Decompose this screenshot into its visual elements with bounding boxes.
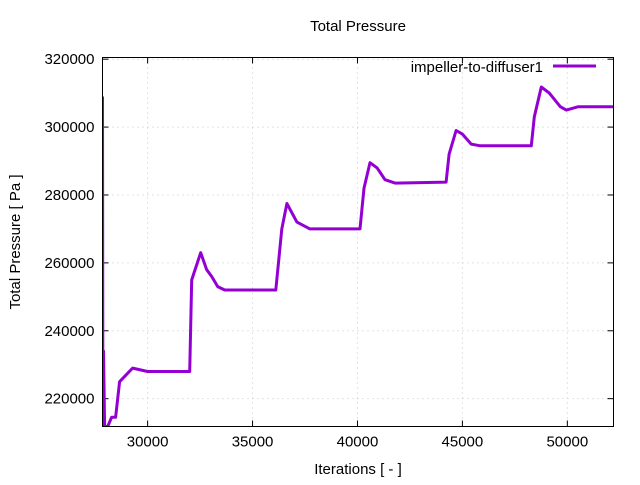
chart-title: Total Pressure: [310, 18, 406, 35]
y-tick-label: 280000: [44, 187, 94, 204]
x-tick-label: 30000: [127, 434, 169, 451]
y-axis-label: Total Pressure [ Pa ]: [7, 174, 24, 309]
series-layer: [102, 85, 614, 427]
y-tick-label: 300000: [44, 119, 94, 136]
plot-frame: [102, 57, 614, 427]
y-tick-label: 220000: [44, 391, 94, 408]
y-tick-label: 260000: [44, 255, 94, 272]
legend: impeller-to-diffuser1: [411, 59, 596, 76]
y-tick-label: 320000: [44, 51, 94, 68]
series-line-impeller-to-diffuser1: [102, 85, 614, 427]
legend-label: impeller-to-diffuser1: [411, 59, 543, 76]
x-tick-label: 40000: [337, 434, 379, 451]
axis-ticks: 30000 35000 40000 45000 50000 220000 240000 260…: [44, 51, 614, 451]
x-axis-label: Iterations [ - ]: [314, 461, 402, 478]
x-tick-label: 45000: [442, 434, 484, 451]
y-tick-label: 240000: [44, 323, 94, 340]
x-tick-label: 35000: [232, 434, 274, 451]
grid: [102, 57, 614, 427]
x-tick-label: 50000: [546, 434, 588, 451]
